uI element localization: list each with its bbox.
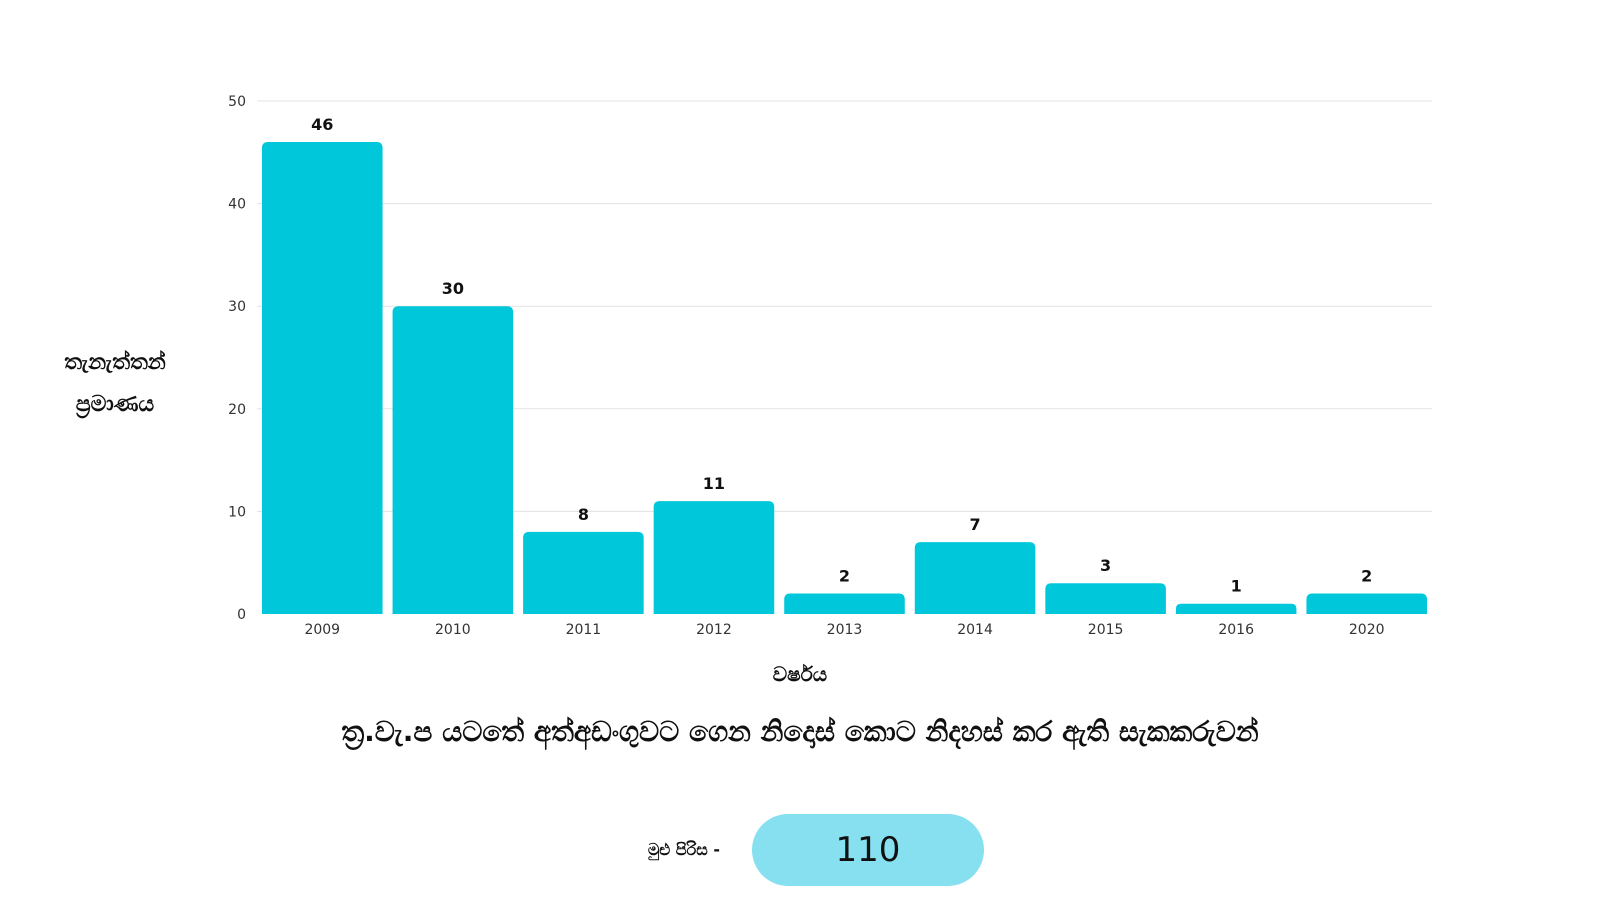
x-tick-label: 2009	[304, 622, 340, 638]
y-tick-label: 20	[228, 402, 246, 418]
x-tick-label: 2016	[1218, 622, 1254, 638]
bar-value-label: 8	[578, 505, 589, 524]
x-tick-label: 2013	[827, 622, 863, 638]
bar	[1045, 583, 1166, 614]
bar-value-label: 30	[442, 279, 464, 298]
y-axis-title-line-1: තැනැත්තන්	[64, 350, 166, 375]
y-tick-label: 50	[228, 94, 246, 110]
bar-value-label: 2	[1361, 566, 1372, 585]
total-value-badge: 110	[752, 814, 984, 886]
chart-title: ත්‍ර.වැ.ප යටතේ අත්අඩංගුවට ගෙන නිදොස් කොට…	[341, 715, 1259, 748]
bar	[523, 531, 644, 614]
total-value: 110	[835, 830, 901, 870]
bar-value-label: 7	[969, 515, 980, 534]
x-tick-label: 2010	[435, 622, 471, 638]
bar	[784, 593, 905, 614]
bar	[914, 542, 1036, 614]
x-tick-label: 2020	[1349, 622, 1385, 638]
x-tick-label: 2012	[696, 622, 732, 638]
bar-value-label: 2	[839, 566, 850, 585]
y-tick-label: 10	[228, 504, 246, 520]
x-tick-label: 2015	[1088, 622, 1124, 638]
bar	[1306, 593, 1427, 614]
bar	[1175, 603, 1297, 614]
y-tick-label: 40	[228, 197, 246, 213]
bar	[262, 142, 383, 615]
y-tick-label: 0	[237, 607, 246, 623]
x-tick-label: 2011	[566, 622, 602, 638]
bar-value-label: 11	[703, 474, 725, 493]
total-label: මුළු පිරිස -	[647, 840, 720, 859]
bar	[392, 306, 514, 614]
x-tick-label: 2014	[957, 622, 993, 638]
y-axis-title-line-2: ප්‍රමාණය	[75, 392, 155, 417]
bar-value-label: 46	[311, 115, 333, 134]
y-axis-title: තැනැත්තන් ප්‍රමාණය	[20, 342, 210, 426]
x-axis-title: වර්ෂය	[772, 662, 828, 686]
bar-value-label: 1	[1231, 577, 1242, 596]
bar	[653, 501, 775, 614]
bar-value-label: 3	[1100, 556, 1111, 575]
y-tick-label: 30	[228, 299, 246, 315]
